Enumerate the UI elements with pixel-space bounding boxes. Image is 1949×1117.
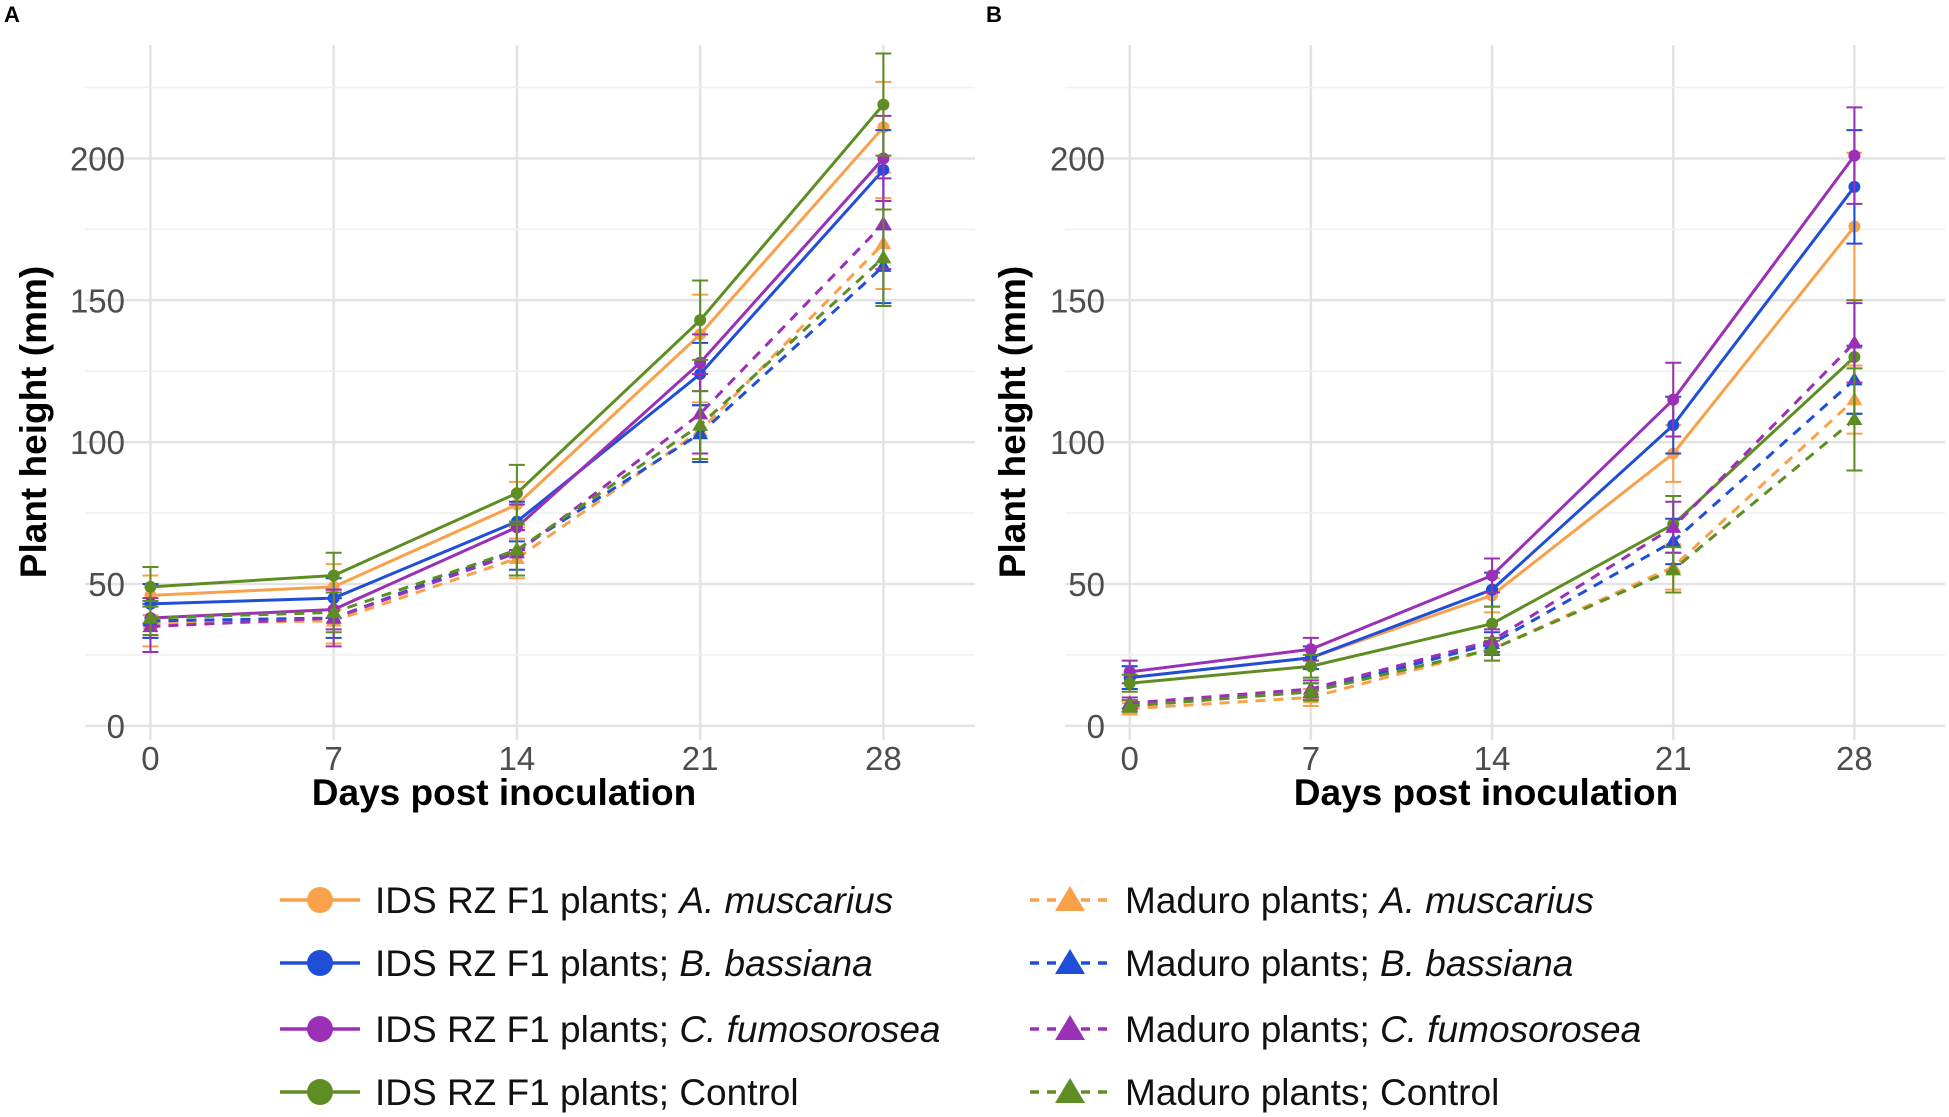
legend-marker-circle [307, 950, 333, 976]
x-tick-label-a: 7 [324, 740, 342, 777]
data-point [1304, 643, 1317, 656]
data-point [694, 314, 707, 327]
y-axis-title-b: Plant height (mm) [992, 266, 1033, 578]
legend-item-maduro-plants-a-muscarius: Maduro plants; A. muscarius [1030, 880, 1594, 921]
legend-marker-triangle [1055, 1078, 1085, 1103]
legend-label: Maduro plants; A. muscarius [1125, 880, 1594, 921]
data-point [1304, 660, 1317, 673]
y-tick-label-b: 100 [1050, 424, 1105, 461]
panel-letter-b: B [986, 2, 1002, 27]
series-ids-rz-f1-plants-control-a [142, 52, 892, 608]
legend-marker-triangle [1055, 1015, 1085, 1040]
legend-label: IDS RZ F1 plants; Control [375, 1072, 799, 1113]
y-tick-label-a: 150 [70, 282, 125, 319]
legend-item-maduro-plants-b-bassiana: Maduro plants; B. bassiana [1030, 943, 1573, 984]
data-point [877, 98, 890, 111]
data-point [1665, 519, 1682, 533]
legend-marker-circle [307, 887, 333, 913]
data-point [510, 487, 523, 500]
data-point [1846, 411, 1863, 426]
data-point [1486, 569, 1499, 582]
legend-label: IDS RZ F1 plants; C. fumosorosea [375, 1009, 940, 1050]
legend: IDS RZ F1 plants; A. muscarius IDS RZ F1 … [280, 880, 1641, 1113]
legend-item-ids-rz-f1-plants-b-bassiana: IDS RZ F1 plants; B. bassiana [280, 943, 873, 984]
x-tick-label-b: 21 [1655, 740, 1692, 777]
panel-letter-a: A [4, 2, 20, 27]
data-point [1121, 697, 1138, 712]
x-axis-title-b: Days post inoculation [1294, 772, 1678, 813]
x-tick-label-b: 7 [1302, 740, 1320, 777]
legend-item-maduro-plants-control: Maduro plants; Control [1030, 1072, 1499, 1113]
series-maduro-plants-control-a [142, 208, 892, 637]
y-tick-label-a: 50 [88, 566, 125, 603]
panel-b: B 0 7 14 21 28 0 50 100 150 200 Days post inocula… [986, 2, 1945, 813]
data-point [1846, 334, 1863, 349]
legend-label: Maduro plants; C. fumosorosea [1125, 1009, 1641, 1050]
data-point [1484, 641, 1501, 655]
data-point [1486, 617, 1499, 630]
legend-label: IDS RZ F1 plants; B. bassiana [375, 943, 873, 984]
legend-item-ids-rz-f1-plants-c-fumosorosea: IDS RZ F1 plants; C. fumosorosea [280, 1009, 940, 1050]
legend-marker-circle [307, 1016, 333, 1042]
legend-item-ids-rz-f1-plants-a-muscarius: IDS RZ F1 plants; A. muscarius [280, 880, 893, 921]
legend-item-maduro-plants-c-fumosorosea: Maduro plants; C. fumosorosea [1030, 1009, 1641, 1050]
data-point [144, 580, 157, 593]
y-tick-label-a: 0 [107, 708, 125, 745]
data-point [508, 541, 525, 556]
x-tick-label-a: 0 [141, 740, 159, 777]
y-axis-title-a: Plant height (mm) [13, 266, 54, 578]
x-tick-label-a: 14 [499, 740, 536, 777]
x-tick-label-b: 0 [1121, 740, 1139, 777]
series-maduro-plants-control-b [1121, 367, 1863, 713]
x-tick-label-a: 28 [865, 740, 902, 777]
y-tick-label-a: 100 [70, 424, 125, 461]
data-point [1665, 561, 1682, 576]
legend-label: Maduro plants; Control [1125, 1072, 1499, 1113]
x-tick-label-a: 21 [682, 740, 719, 777]
data-point [325, 604, 342, 618]
legend-label: Maduro plants; B. bassiana [1125, 943, 1573, 984]
legend-marker-triangle [1055, 886, 1085, 911]
data-point [1848, 149, 1861, 162]
data-point [1667, 393, 1680, 406]
data-point [142, 610, 159, 624]
data-point [1302, 683, 1319, 698]
legend-marker-triangle [1055, 949, 1085, 974]
x-tick-label-b: 28 [1836, 740, 1873, 777]
legend-marker-circle [307, 1079, 333, 1105]
y-tick-label-a: 200 [70, 140, 125, 177]
y-tick-label-b: 150 [1050, 282, 1105, 319]
data-point [1123, 677, 1136, 690]
panel-a: A 0 7 14 21 28 0 50 100 150 200 Days post inocula… [4, 2, 975, 813]
series-line [150, 242, 885, 626]
y-tick-label-b: 0 [1087, 708, 1105, 745]
legend-label: IDS RZ F1 plants; A. muscarius [375, 880, 893, 921]
x-tick-label-b: 14 [1474, 740, 1511, 777]
legend-item-ids-rz-f1-plants-control: IDS RZ F1 plants; Control [280, 1072, 799, 1113]
y-tick-label-b: 200 [1050, 140, 1105, 177]
data-point [875, 249, 892, 264]
x-axis-title-a: Days post inoculation [312, 772, 696, 813]
y-tick-label-b: 50 [1068, 566, 1105, 603]
data-point [327, 569, 340, 582]
data-point [692, 417, 709, 431]
